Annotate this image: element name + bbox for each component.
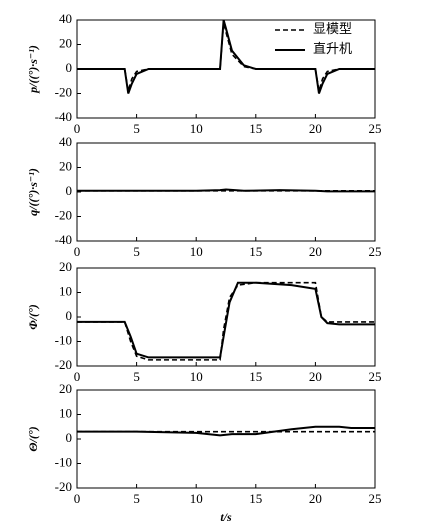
x-tick-label: 5 bbox=[133, 121, 140, 136]
x-tick-label: 5 bbox=[133, 369, 140, 384]
x-tick-label: 15 bbox=[249, 369, 262, 384]
plot-frame bbox=[76, 389, 376, 489]
data-line bbox=[77, 281, 375, 359]
y-tick-label: 0 bbox=[66, 430, 73, 445]
x-tick-label: 15 bbox=[249, 244, 262, 259]
legend-label: 直升机 bbox=[313, 41, 352, 56]
x-tick-label: 10 bbox=[190, 244, 203, 259]
y-tick-label: 20 bbox=[59, 381, 72, 396]
y-tick-label: 0 bbox=[66, 183, 73, 198]
y-tick-label: 20 bbox=[59, 259, 72, 274]
y-tick-label: -20 bbox=[55, 357, 72, 372]
y-tick-label: 20 bbox=[59, 158, 72, 173]
y-tick-label: 40 bbox=[59, 134, 72, 149]
y-tick-label: 20 bbox=[59, 35, 72, 50]
x-axis-label: t/s bbox=[220, 510, 232, 524]
legend-label: 显模型 bbox=[313, 21, 352, 36]
data-line bbox=[77, 425, 375, 437]
x-tick-label: 25 bbox=[369, 491, 382, 506]
x-tick-label: 10 bbox=[190, 491, 203, 506]
y-tick-label: -20 bbox=[55, 479, 72, 494]
x-tick-label: 0 bbox=[74, 491, 81, 506]
x-tick-label: 5 bbox=[133, 244, 140, 259]
y-tick-label: 10 bbox=[59, 283, 72, 298]
y-tick-label: -40 bbox=[55, 232, 72, 247]
y-tick-label: 0 bbox=[66, 308, 73, 323]
data-line bbox=[77, 19, 375, 94]
y-tick-label: 10 bbox=[59, 405, 72, 420]
x-tick-label: 15 bbox=[249, 491, 262, 506]
y-tick-label: -10 bbox=[55, 454, 72, 469]
x-tick-label: 0 bbox=[74, 244, 81, 259]
x-tick-label: 15 bbox=[249, 121, 262, 136]
y-axis-label: p/((°)·s⁻¹) bbox=[26, 45, 40, 94]
x-tick-label: 0 bbox=[74, 369, 81, 384]
x-tick-label: 10 bbox=[190, 121, 203, 136]
x-tick-label: 25 bbox=[369, 369, 382, 384]
x-tick-label: 25 bbox=[369, 244, 382, 259]
x-tick-label: 0 bbox=[74, 121, 81, 136]
y-tick-label: -40 bbox=[55, 109, 72, 124]
y-axis-label: q/((°)·s⁻¹) bbox=[26, 168, 40, 216]
x-tick-label: 20 bbox=[309, 369, 322, 384]
y-tick-label: 40 bbox=[59, 11, 72, 26]
y-tick-label: -20 bbox=[55, 207, 72, 222]
y-tick-label: -10 bbox=[55, 332, 72, 347]
data-line bbox=[77, 188, 375, 193]
x-tick-label: 20 bbox=[309, 491, 322, 506]
x-tick-label: 10 bbox=[190, 369, 203, 384]
x-tick-label: 20 bbox=[309, 244, 322, 259]
x-tick-label: 25 bbox=[369, 121, 382, 136]
y-tick-label: 0 bbox=[66, 60, 73, 75]
y-tick-label: -20 bbox=[55, 84, 72, 99]
y-axis-label: Φ/(°) bbox=[26, 304, 40, 330]
y-axis-label: Θ/(°) bbox=[26, 426, 40, 451]
x-tick-label: 5 bbox=[133, 491, 140, 506]
x-tick-label: 20 bbox=[309, 121, 322, 136]
